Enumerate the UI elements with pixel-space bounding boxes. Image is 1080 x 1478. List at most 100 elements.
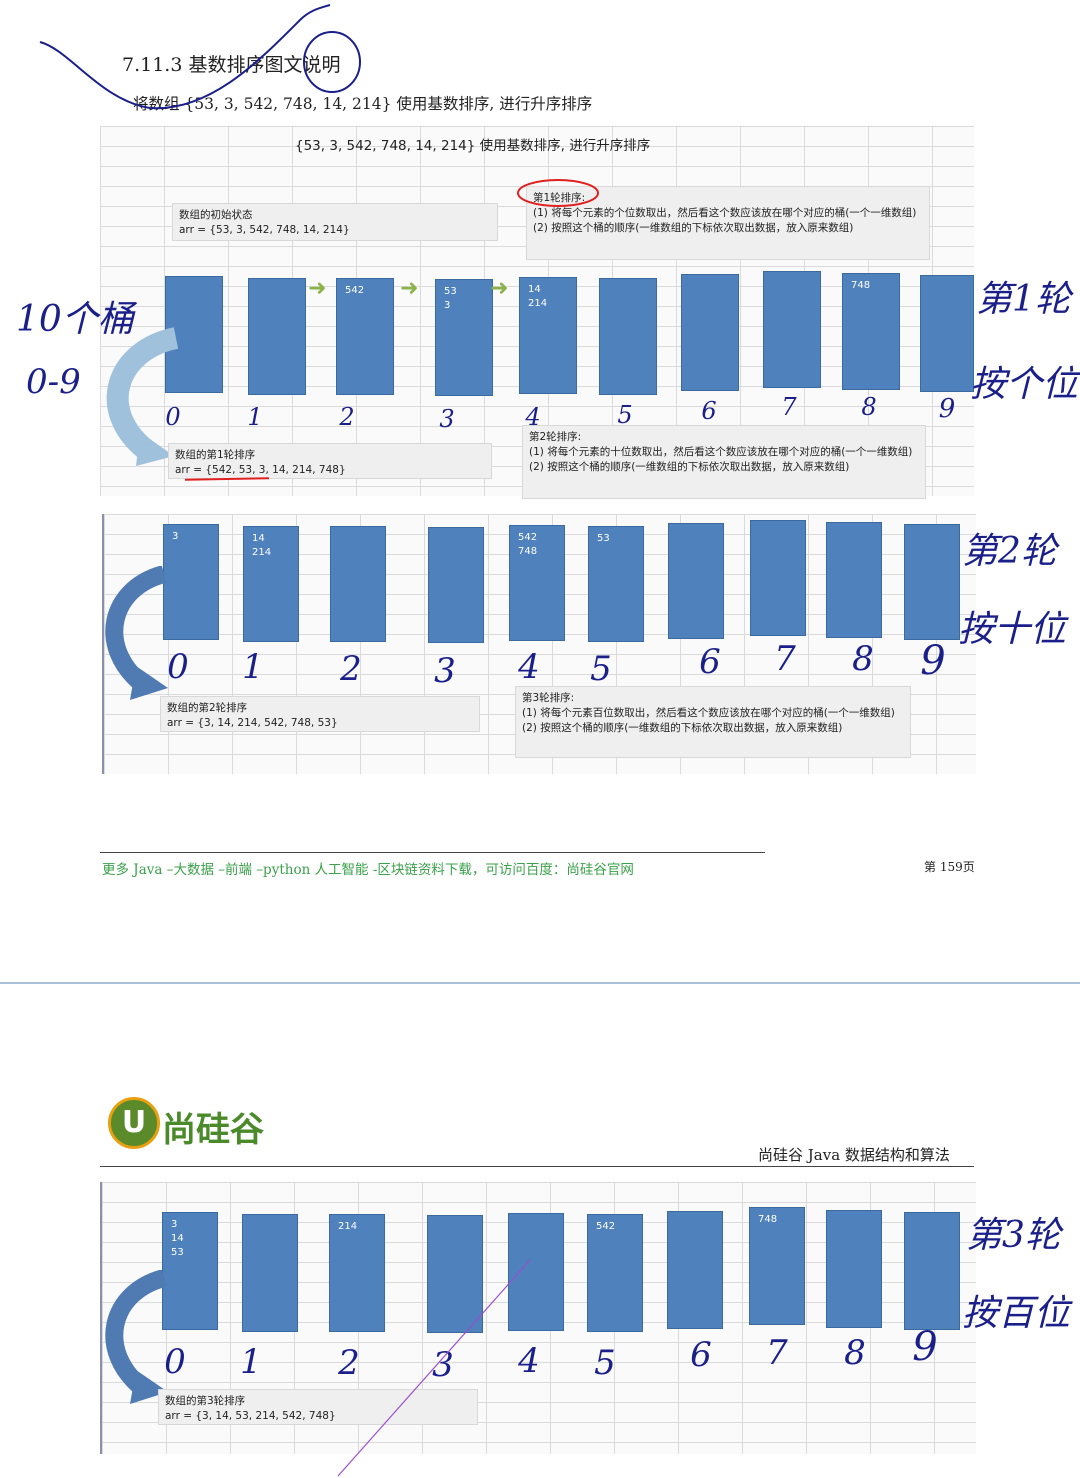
- bucket-0: 3 14 53: [162, 1212, 218, 1330]
- bucket-index-1: 1: [247, 403, 263, 431]
- bucket-index-4: 4: [518, 1341, 540, 1381]
- round-3-step-2: (2) 按照这个桶的顺序(一维数组的下标依次取出数据，放入原来数组): [522, 722, 843, 734]
- bucket-6: [667, 1211, 723, 1329]
- bucket-5: [599, 278, 657, 395]
- bucket-4: 542 748: [509, 525, 565, 641]
- handwritten-round-1-digit: 按个位: [970, 364, 1079, 405]
- bucket-6: [668, 523, 724, 639]
- bucket-index-3: 3: [432, 1345, 454, 1385]
- bucket-index-9: 9: [920, 638, 946, 684]
- bucket-index-6: 6: [699, 642, 721, 682]
- bucket-index-5: 5: [594, 1343, 616, 1383]
- bucket-9: [904, 524, 960, 640]
- bucket-3: [427, 1215, 483, 1333]
- curved-arrow-icon: [105, 1270, 168, 1404]
- intro-text: 将数组 {53, 3, 542, 748, 14, 214} 使用基数排序, 进…: [133, 95, 593, 113]
- figure-1-title: {53, 3, 542, 748, 14, 214} 使用基数排序, 进行升序排…: [295, 138, 651, 154]
- bucket-8: [826, 522, 882, 638]
- pen-stroke-mark: [337, 1259, 531, 1477]
- curved-arrow-icon: [106, 327, 179, 466]
- bucket-index-2: 2: [338, 1343, 360, 1383]
- initial-state-note: 数组的初始状态 arr = {53, 3, 542, 748, 14, 214}: [172, 203, 498, 241]
- bucket-1: [242, 1214, 298, 1332]
- bucket-index-7: 7: [774, 639, 796, 679]
- round-1-title: 第1轮排序:: [533, 192, 586, 204]
- handwritten-round-1: 第1轮: [976, 279, 1071, 320]
- bucket-9: [904, 1212, 960, 1330]
- bucket-index-0: 0: [164, 1342, 186, 1382]
- bucket-1: [248, 278, 306, 395]
- bucket-1: 14 214: [243, 526, 299, 642]
- logo-text: 尚硅谷: [162, 1110, 264, 1150]
- bucket-index-1: 1: [240, 1342, 262, 1382]
- bucket-9: [920, 275, 974, 392]
- green-arrow-icon: ➜: [308, 276, 327, 301]
- bucket-2: 214: [329, 1214, 385, 1332]
- header-divider: [100, 1166, 974, 1167]
- handwritten-bucket-count: 10个桶: [16, 299, 134, 340]
- round-2-result-title: 数组的第2轮排序: [167, 702, 248, 714]
- bucket-5: 53: [588, 526, 644, 642]
- bucket-index-9: 9: [912, 1324, 938, 1370]
- bucket-3: 53 3: [435, 279, 493, 396]
- bucket-index-9: 9: [938, 394, 956, 424]
- round-2-step-2: (2) 按照这个桶的顺序(一维数组的下标依次取出数据，放入原来数组): [529, 461, 850, 473]
- page-separator: [0, 982, 1080, 984]
- page-2-subtitle: 尚硅谷 Java 数据结构和算法: [758, 1146, 950, 1164]
- red-circle-mark: [517, 179, 599, 207]
- round-2-step-1: (1) 将每个元素的十位数取出，然后看这个数应该放在哪个对应的桶(一个一维数组): [529, 446, 913, 458]
- round-2-title: 第2轮排序:: [529, 431, 582, 443]
- logo-icon: U: [108, 1097, 160, 1149]
- round-3-title: 第3轮排序:: [522, 692, 575, 704]
- bucket-index-2: 2: [340, 649, 362, 689]
- round-1-step-2: (2) 按照这个桶的顺序(一维数组的下标依次取出数据，放入原来数组): [533, 222, 854, 234]
- handwritten-round-2-digit: 按十位: [958, 609, 1067, 650]
- bucket-index-2: 2: [339, 403, 355, 431]
- round-3-result-note: 数组的第3轮排序 arr = {3, 14, 53, 214, 542, 748…: [158, 1389, 478, 1425]
- bucket-index-5: 5: [590, 649, 612, 689]
- handwritten-range: 0-9: [26, 362, 81, 402]
- footer-text: 更多 Java –大数据 –前端 –python 人工智能 -区块链资料下载，可…: [102, 862, 634, 878]
- round-3-note: 第3轮排序: (1) 将每个元素百位数取出，然后看这个数应该放在哪个对应的桶(一…: [515, 686, 911, 758]
- scribble-mark: [39, 4, 361, 110]
- green-arrow-icon: ➜: [490, 276, 509, 301]
- bucket-index-7: 7: [781, 393, 797, 421]
- page-number: 第 159页: [924, 860, 975, 874]
- bucket-index-6: 6: [701, 397, 717, 425]
- initial-state-array: arr = {53, 3, 542, 748, 14, 214}: [179, 224, 350, 236]
- handwritten-round-3: 第3轮: [966, 1215, 1061, 1256]
- bucket-5: 542: [587, 1214, 643, 1332]
- green-arrow-icon: ➜: [400, 276, 419, 301]
- round-3-result-title: 数组的第3轮排序: [165, 1395, 246, 1407]
- handwritten-round-3-digit: 按百位: [962, 1293, 1071, 1334]
- initial-state-title: 数组的初始状态: [179, 209, 253, 221]
- round-2-note: 第2轮排序: (1) 将每个元素的十位数取出，然后看这个数应该放在哪个对应的桶(…: [522, 425, 926, 499]
- bucket-index-3: 3: [434, 651, 456, 691]
- bucket-index-0: 0: [167, 647, 189, 687]
- bucket-8: 748: [842, 273, 900, 390]
- bucket-4: 14 214: [519, 277, 577, 394]
- round-1-result-array: arr = {542, 53, 3, 14, 214, 748}: [175, 464, 346, 476]
- handwritten-round-2: 第2轮: [962, 531, 1057, 572]
- section-title: 7.11.3 基数排序图文说明: [122, 54, 341, 76]
- bucket-index-4: 4: [525, 403, 541, 431]
- bucket-index-5: 5: [617, 401, 633, 429]
- round-1-step-1: (1) 将每个元素的个位数取出，然后看这个数应该放在哪个对应的桶(一个一维数组): [533, 207, 917, 219]
- curved-arrow-icon: [105, 566, 168, 700]
- round-2-result-note: 数组的第2轮排序 arr = {3, 14, 214, 542, 748, 53…: [160, 696, 480, 732]
- round-1-result-title: 数组的第1轮排序: [175, 449, 256, 461]
- round-1-result-note: 数组的第1轮排序 arr = {542, 53, 3, 14, 214, 748…: [168, 443, 492, 479]
- bucket-index-4: 4: [518, 647, 540, 687]
- bucket-4: [508, 1213, 564, 1331]
- bucket-index-1: 1: [242, 647, 264, 687]
- bucket-index-8: 8: [844, 1333, 866, 1373]
- bucket-index-3: 3: [439, 405, 455, 433]
- round-1-note: 第1轮排序: (1) 将每个元素的个位数取出，然后看这个数应该放在哪个对应的桶(…: [526, 186, 930, 260]
- bucket-7: 748: [749, 1207, 805, 1325]
- bucket-index-8: 8: [852, 639, 874, 679]
- bucket-6: [681, 274, 739, 391]
- bucket-index-6: 6: [690, 1335, 712, 1375]
- bucket-index-0: 0: [165, 403, 181, 431]
- bucket-7: [750, 520, 806, 636]
